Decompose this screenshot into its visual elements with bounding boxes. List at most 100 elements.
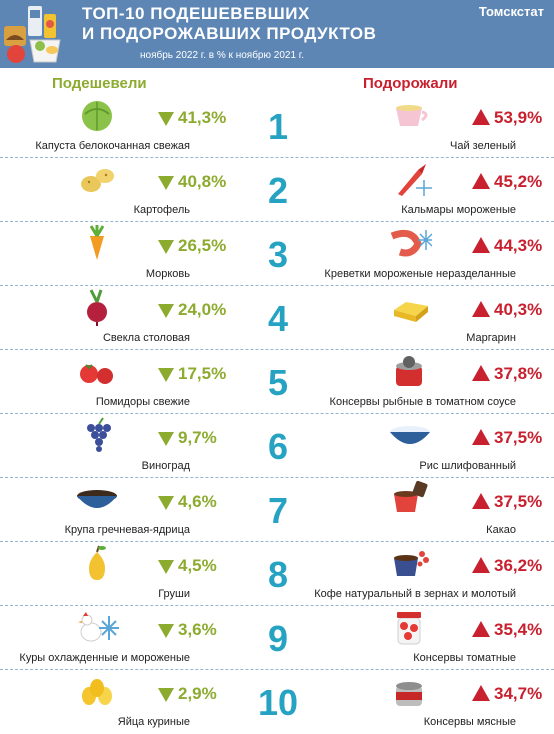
pricier-percent: 44,3% [472, 236, 542, 256]
fish-can-icon [396, 356, 422, 386]
cheaper-percent: 40,8% [158, 172, 226, 192]
tomato-jar-icon [397, 612, 421, 645]
cheaper-percent: 4,5% [158, 556, 217, 576]
cheaper-product-name: Яйца куриные [117, 716, 190, 728]
triangle-down-icon [158, 367, 174, 382]
pricier-percent-value: 37,8% [494, 364, 543, 383]
cheaper-percent: 41,3% [158, 108, 226, 128]
pricier-percent-value: 44,3% [494, 236, 543, 255]
ranking-row: Морковь 26,5% 3 Креветки мороженые нераздел… [0, 222, 554, 286]
ranking-row: Картофель 40,8% 2 Кальмары мороженые 45,2% [0, 158, 554, 222]
triangle-up-icon [472, 365, 490, 382]
cheaper-column-heading: Подешевели [52, 75, 147, 92]
rank-number: 6 [267, 426, 289, 467]
pricier-percent: 40,3% [472, 300, 542, 320]
cheaper-product-name: Капуста белокочанная свежая [35, 140, 190, 152]
coffee-cup-icon [394, 551, 429, 576]
cheaper-product-name: Свекла столовая [102, 332, 190, 344]
pricier-product-name: Кальмары мороженые [401, 204, 516, 216]
pricier-product-name: Маргарин [466, 332, 516, 344]
cheaper-percent: 3,6% [158, 620, 217, 640]
tomato-icon [80, 364, 113, 384]
ranking-row: Куры охлажденные и мороженые 3,6% 9 Консерв… [0, 606, 554, 670]
pricier-percent-value: 34,7% [494, 684, 543, 703]
triangle-up-icon [472, 557, 490, 574]
infographic-subtitle: ноябрь 2022 г. в % к ноябрю 2021 г. [140, 50, 304, 61]
cheaper-product-name: Картофель [133, 204, 190, 216]
cheaper-percent: 9,7% [158, 428, 217, 448]
row-divider [0, 157, 554, 158]
cocoa-cup-icon [394, 480, 428, 512]
chicken-icon [78, 612, 119, 642]
row-divider [0, 413, 554, 414]
cheaper-product-name: Крупа гречневая-ядрица [64, 524, 190, 536]
triangle-up-icon [472, 429, 490, 446]
cheaper-product-name: Помидоры свежие [95, 396, 190, 408]
cheaper-percent-value: 9,7% [178, 428, 217, 447]
triangle-down-icon [158, 239, 174, 254]
cheaper-product-name: Виноград [141, 460, 190, 472]
rank-number: 5 [267, 362, 289, 403]
carrot-icon [89, 225, 105, 260]
pricier-percent-value: 37,5% [494, 428, 543, 447]
rice-bowl-icon [390, 426, 430, 444]
rank-number: 10 [257, 682, 299, 723]
pricier-product-name: Креветки мороженые неразделанные [324, 268, 516, 280]
rank-number: 4 [267, 298, 289, 339]
row-divider [0, 349, 554, 350]
pricier-product-name: Консервы томатные [413, 652, 516, 664]
rank-number: 3 [267, 234, 289, 275]
grapes-icon [87, 417, 111, 452]
pricier-percent-value: 40,3% [494, 300, 543, 319]
pricier-product-name: Консервы мясные [423, 716, 516, 728]
shrimp-icon [390, 229, 432, 257]
ranking-row: Капуста белокочанная свежая 41,3% 1 Чай зел… [0, 94, 554, 158]
rank-number: 9 [267, 618, 289, 659]
brand-label: Томскстат [478, 4, 544, 19]
squid-icon [398, 164, 432, 196]
rank-number: 7 [267, 490, 289, 531]
triangle-up-icon [472, 301, 490, 318]
cheaper-product-name: Морковь [145, 268, 190, 280]
ranking-row: Помидоры свежие 17,5% 5 Консервы рыбные в т… [0, 350, 554, 414]
infographic-title-line-2: И ПОДОРОЖАВШИХ ПРОДУКТОВ [82, 24, 377, 43]
pricier-product-name: Чай зеленый [450, 140, 516, 152]
beet-icon [87, 289, 107, 326]
ranking-row: Виноград 9,7% 6 Рис шлифованный 37,5% [0, 414, 554, 478]
eggs-icon [82, 679, 112, 705]
cheaper-product-name: Куры охлажденные и мороженые [19, 652, 190, 664]
triangle-down-icon [158, 175, 174, 190]
tea-cup-icon [396, 105, 428, 126]
pricier-percent-value: 45,2% [494, 172, 543, 191]
cheaper-percent-value: 4,6% [178, 492, 217, 511]
cheaper-percent-value: 3,6% [178, 620, 217, 639]
pricier-percent: 35,4% [472, 620, 542, 640]
rank-number: 1 [267, 106, 289, 147]
cheaper-percent: 2,9% [158, 684, 217, 704]
ranking-row: Крупа гречневая-ядрица 4,6% 7 Какао 37,5% [0, 478, 554, 542]
pricier-percent-value: 53,9% [494, 108, 543, 127]
cheaper-product-name: Груши [158, 588, 190, 600]
triangle-down-icon [158, 431, 174, 446]
cheaper-percent-value: 41,3% [178, 108, 227, 127]
infographic-title-line-1: ТОП-10 ПОДЕШЕВЕВШИХ [82, 4, 310, 23]
cheaper-percent: 4,6% [158, 492, 217, 512]
pricier-percent: 45,2% [472, 172, 542, 192]
ranking-row: Яйца куриные 2,9% 10 Консервы мясные 34,7% [0, 670, 554, 734]
pricier-column-heading: Подорожали [363, 75, 458, 92]
cheaper-percent: 17,5% [158, 364, 226, 384]
cabbage-icon [82, 101, 112, 131]
triangle-up-icon [472, 621, 490, 638]
pricier-product-name: Кофе натуральный в зернах и молотый [314, 588, 516, 600]
triangle-down-icon [158, 559, 174, 574]
row-divider [0, 477, 554, 478]
triangle-down-icon [158, 111, 174, 126]
cheaper-percent-value: 17,5% [178, 364, 227, 383]
pricier-percent: 36,2% [472, 556, 542, 576]
pricier-product-name: Консервы рыбные в томатном соусе [329, 396, 516, 408]
header-banner: ТОП-10 ПОДЕШЕВЕВШИХ И ПОДОРОЖАВШИХ ПРОДУ… [0, 0, 554, 68]
triangle-up-icon [472, 173, 490, 190]
rank-number: 2 [267, 170, 289, 211]
row-divider [0, 541, 554, 542]
row-divider [0, 605, 554, 606]
